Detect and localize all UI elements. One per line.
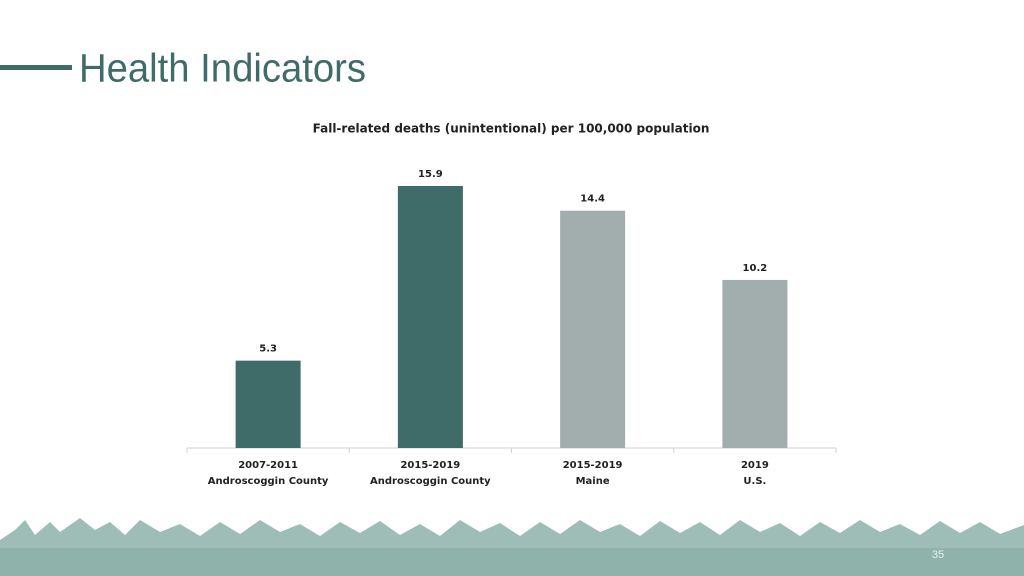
tree-line: [0, 518, 1024, 576]
title-rule: [0, 65, 72, 70]
x-tick-label: 2015-2019: [400, 460, 460, 471]
value-label: 14.4: [580, 194, 605, 205]
x-tick-label: Maine: [576, 476, 610, 487]
value-label: 10.2: [743, 263, 768, 274]
x-tick-label: U.S.: [743, 476, 766, 487]
bar: [560, 210, 626, 448]
value-label: 15.9: [418, 169, 443, 180]
slide-title: Health Indicators: [79, 47, 366, 91]
value-label: 5.3: [259, 344, 277, 355]
x-tick-label: Androscoggin County: [208, 476, 329, 487]
bar: [235, 360, 301, 448]
page-number: 35: [932, 549, 944, 561]
x-tick-label: 2019: [741, 460, 769, 471]
chart-title: Fall-related deaths (unintentional) per …: [313, 122, 710, 136]
x-tick-label: 2007-2011: [238, 460, 298, 471]
bar: [397, 186, 463, 448]
bar: [722, 279, 788, 448]
x-tick-label: 2015-2019: [563, 460, 623, 471]
x-tick-label: Androscoggin County: [370, 476, 491, 487]
